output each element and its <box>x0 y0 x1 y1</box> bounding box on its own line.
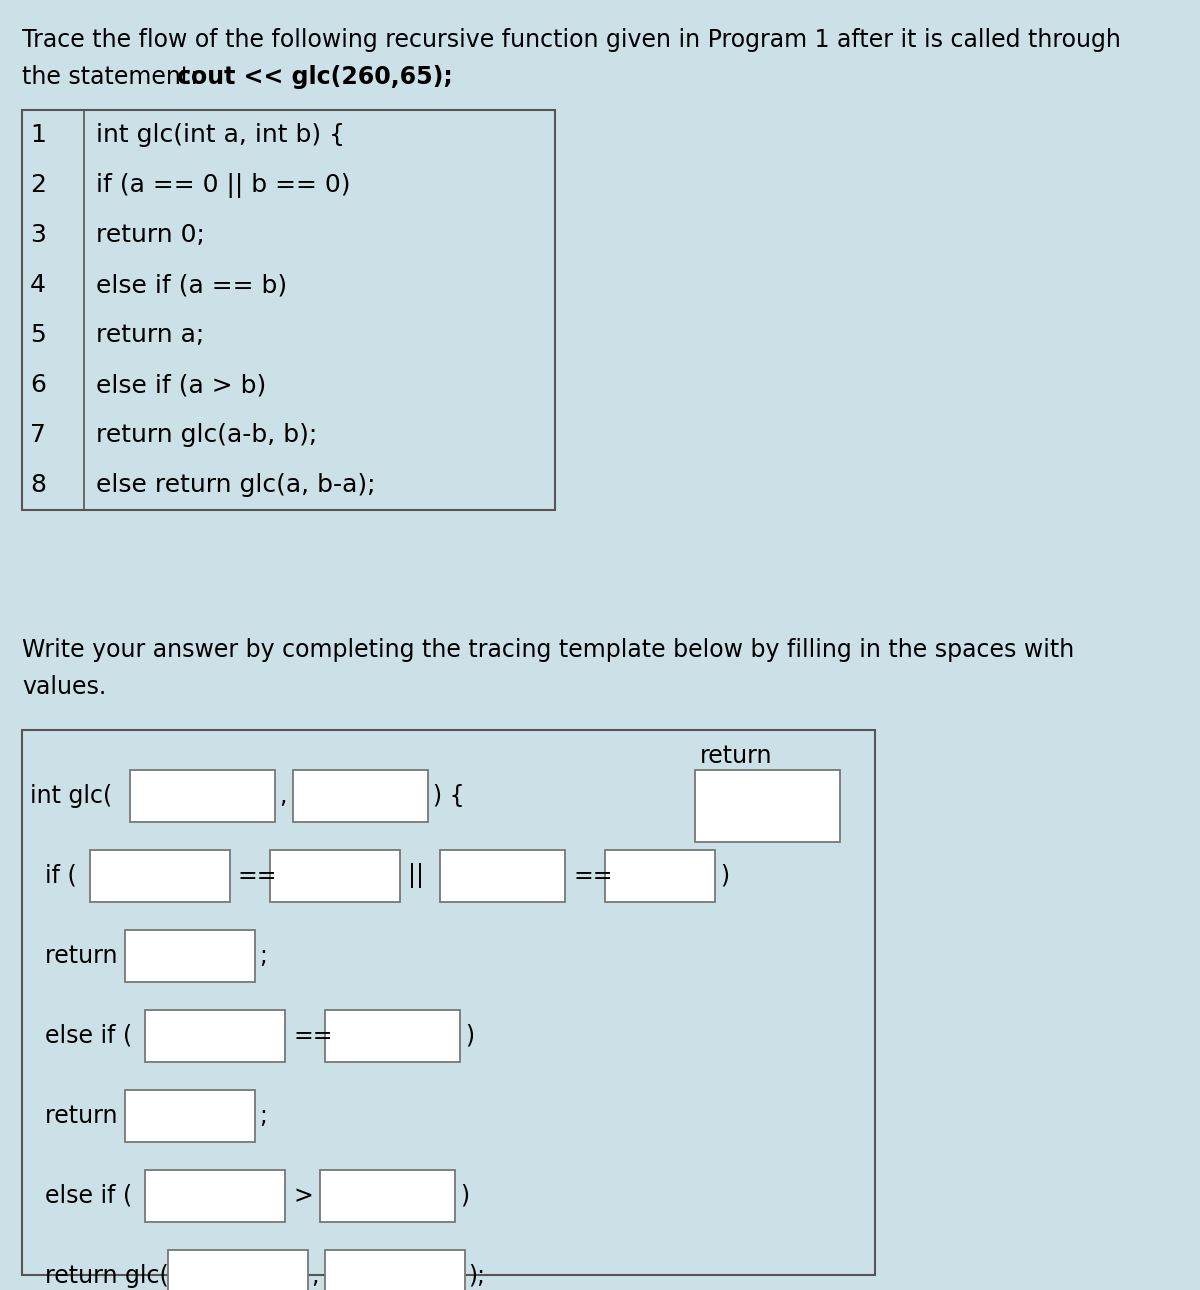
Text: 8: 8 <box>30 473 46 497</box>
Bar <box>22 110 554 510</box>
Bar <box>440 850 565 902</box>
Text: values.: values. <box>22 675 107 699</box>
Text: 1: 1 <box>30 123 46 147</box>
Text: int glc(int a, int b) {: int glc(int a, int b) { <box>96 123 346 147</box>
Text: ==: == <box>293 1024 332 1047</box>
Text: ==: == <box>574 864 612 888</box>
Text: ;: ; <box>259 1104 266 1127</box>
Bar <box>270 850 400 902</box>
Text: if (: if ( <box>30 864 77 888</box>
Text: cout << glc(260,65);: cout << glc(260,65); <box>178 64 452 89</box>
Text: return a;: return a; <box>96 322 204 347</box>
Text: >: > <box>293 1184 313 1207</box>
Text: ) {: ) { <box>433 784 464 808</box>
Text: else if (a == b): else if (a == b) <box>96 273 287 297</box>
Text: 2: 2 <box>30 173 46 197</box>
Text: Write your answer by completing the tracing template below by filling in the spa: Write your answer by completing the trac… <box>22 639 1074 662</box>
Text: 4: 4 <box>30 273 46 297</box>
Text: );: ); <box>468 1264 485 1287</box>
Text: return: return <box>30 944 118 968</box>
Text: ): ) <box>720 864 730 888</box>
Text: ,: , <box>278 784 287 808</box>
Text: ,: , <box>311 1264 318 1287</box>
Bar <box>145 1010 286 1062</box>
Text: ;: ; <box>259 944 266 968</box>
Bar <box>145 1170 286 1222</box>
Text: else if (: else if ( <box>30 1184 132 1207</box>
Text: 7: 7 <box>30 423 46 448</box>
Text: else return glc(a, b-a);: else return glc(a, b-a); <box>96 473 376 497</box>
Bar <box>695 770 840 842</box>
Text: else if (a > b): else if (a > b) <box>96 373 266 397</box>
Text: 6: 6 <box>30 373 46 397</box>
Text: 3: 3 <box>30 223 46 246</box>
Bar <box>22 730 875 1275</box>
Text: ||: || <box>408 863 424 889</box>
Text: 5: 5 <box>30 322 46 347</box>
Bar <box>605 850 715 902</box>
Bar <box>125 930 256 982</box>
Text: the statement:: the statement: <box>22 64 205 89</box>
Text: else if (: else if ( <box>30 1024 132 1047</box>
Text: Trace the flow of the following recursive function given in Program 1 after it i: Trace the flow of the following recursiv… <box>22 28 1121 52</box>
Bar <box>90 850 230 902</box>
Bar <box>168 1250 308 1290</box>
Text: ): ) <box>460 1184 469 1207</box>
Text: if (a == 0 || b == 0): if (a == 0 || b == 0) <box>96 173 350 197</box>
Bar <box>130 770 275 822</box>
Bar <box>293 770 428 822</box>
Text: return: return <box>30 1104 118 1127</box>
Text: return: return <box>700 744 773 768</box>
Text: ): ) <box>466 1024 474 1047</box>
Bar <box>325 1250 466 1290</box>
Bar <box>325 1010 460 1062</box>
Text: return 0;: return 0; <box>96 223 205 246</box>
Text: return glc(: return glc( <box>30 1264 169 1287</box>
Text: int glc(: int glc( <box>30 784 112 808</box>
Text: return glc(a-b, b);: return glc(a-b, b); <box>96 423 317 448</box>
Text: ==: == <box>238 864 277 888</box>
Bar <box>320 1170 455 1222</box>
Bar <box>125 1090 256 1142</box>
